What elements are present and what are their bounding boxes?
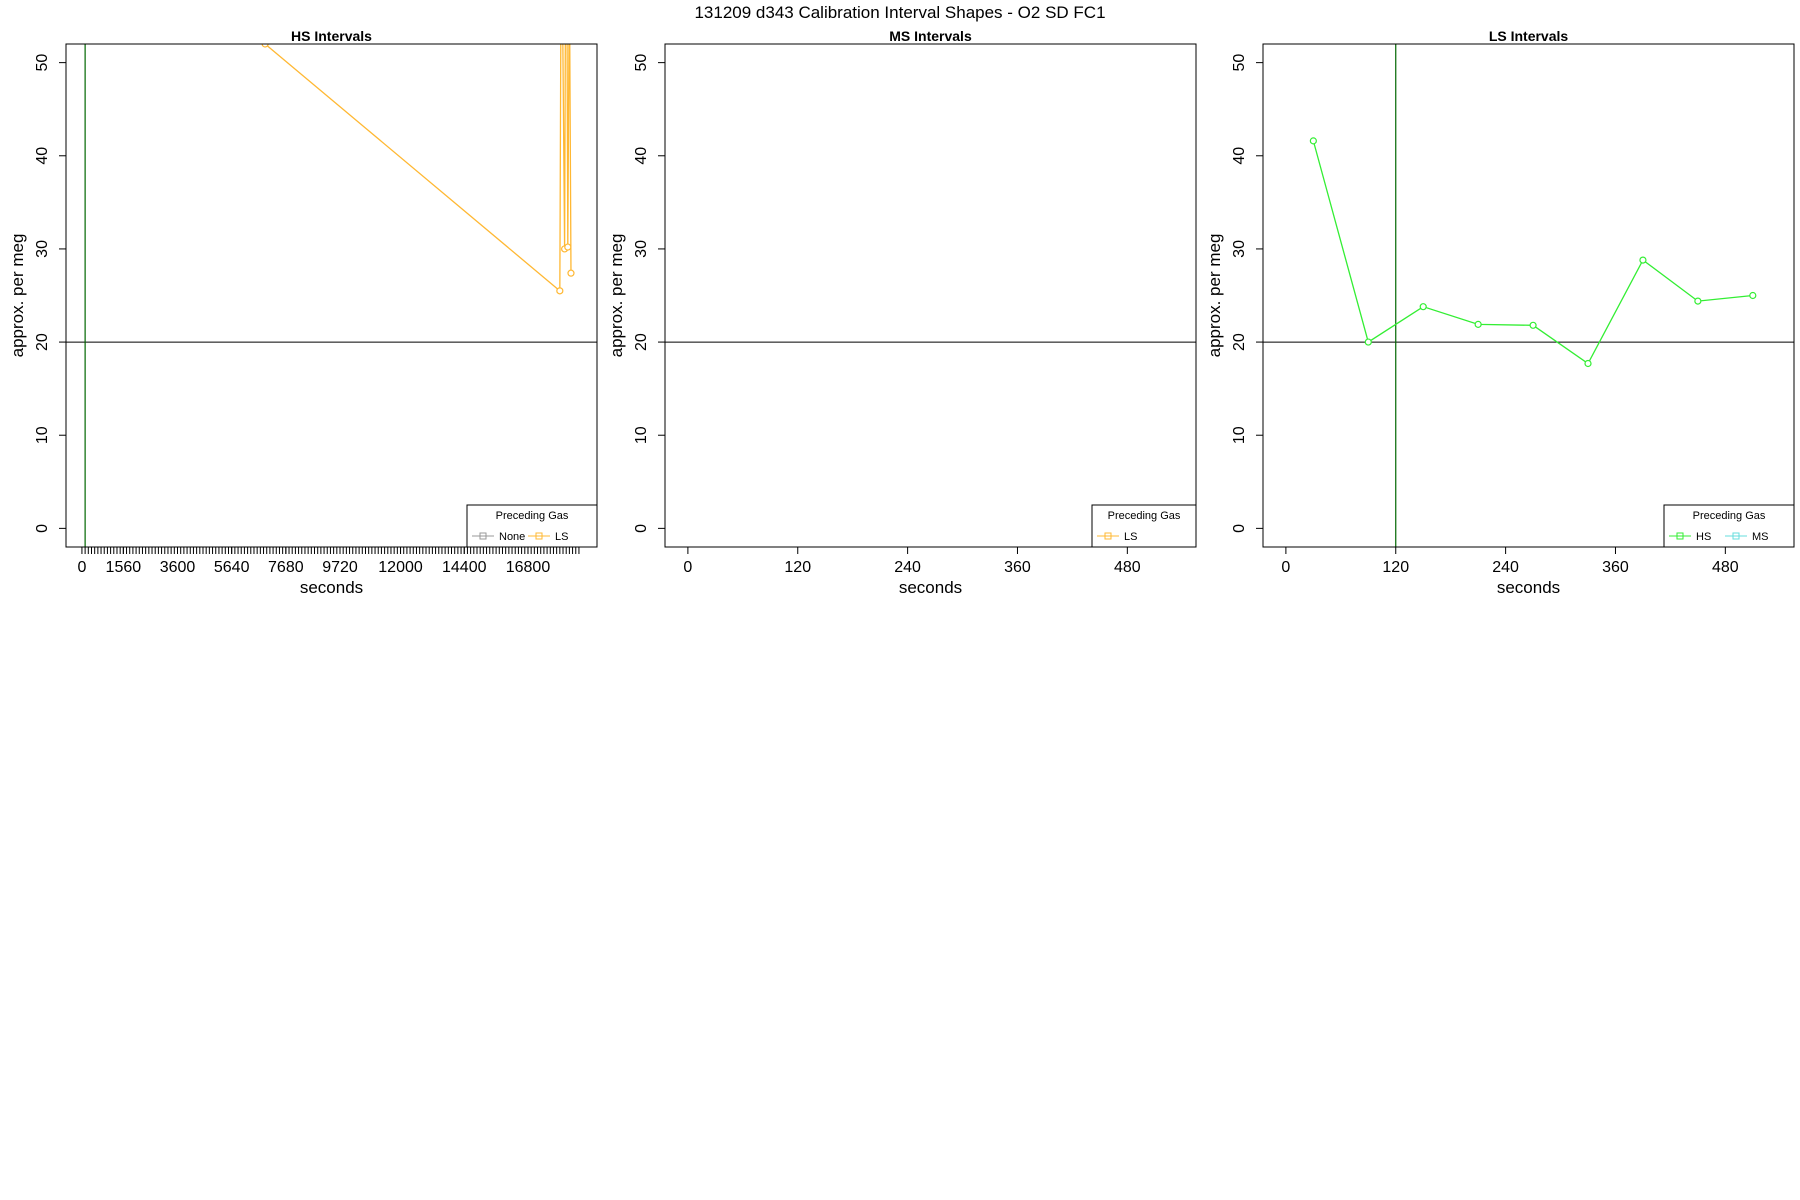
data-point [1584,359,1592,368]
x-tick-label: 480 [1114,559,1141,576]
x-tick-label: 0 [683,559,692,576]
chart-panel-2: MS Intervals 0 120 240 360 480 seconds 0 10 20 30 4… [607,28,1197,597]
y-tick-label: 20 [1231,333,1248,351]
data-point [1419,303,1427,311]
y-tick-label: 10 [633,426,650,444]
plot-frame [664,43,1197,548]
x-tick-label: 240 [1492,559,1519,576]
y-tick-label: 10 [34,426,51,444]
data-point [1749,291,1757,300]
legend-title: Preceding Gas [496,510,569,522]
legend: Preceding Gas LS [1091,504,1197,548]
x-tick-label: 16800 [506,559,551,576]
legend-swatch-marker [1676,532,1684,540]
x-tick-label: 7680 [268,559,304,576]
legend-entry-label: LS [555,531,568,543]
series-group [261,44,575,295]
data-point [1309,137,1317,145]
legend-box [1663,504,1795,548]
y-tick-label: 20 [34,333,51,351]
series-group [1309,137,1757,368]
x-tick-label: 5640 [214,559,250,576]
y-tick-label: 30 [34,240,51,258]
x-axis-label: seconds [899,578,962,597]
legend-title: Preceding Gas [1108,510,1181,522]
series-line-LS [264,44,572,293]
plot-frame [65,43,598,548]
x-tick-label: 120 [1382,559,1409,576]
y-tick-label: 0 [1231,524,1248,533]
chart-title: LS Intervals [1489,28,1569,44]
legend-entry-label: HS [1696,531,1711,543]
y-tick-label: 40 [1231,147,1248,165]
data-point [1529,321,1537,329]
legend-entry-label: LS [1124,531,1137,543]
y-tick-label: 30 [1231,240,1248,258]
y-tick-label: 10 [1231,426,1248,444]
legend-entry-label: MS [1752,531,1769,543]
x-tick-label: 120 [784,559,811,576]
chart-title: HS Intervals [291,28,372,44]
series-line-HS [1312,140,1753,365]
x-tick-label: 480 [1712,559,1739,576]
data-point [567,269,575,277]
chart-panel-3: LS Intervals 0 120 240 360 480 seconds 0 10 20 30 4… [1205,28,1795,597]
legend-box [1091,504,1197,548]
data-point [564,243,572,251]
x-tick-label: 240 [894,559,921,576]
y-tick-label: 50 [633,54,650,72]
chart-panel-1: HS Intervals 0 1560 3600 5640 7680 9720 12000 14… [8,28,598,597]
x-tick-label: 9720 [322,559,358,576]
legend: Preceding Gas None LS [466,504,598,548]
x-tick-label: 14400 [442,559,487,576]
y-tick-label: 50 [1231,54,1248,72]
legend-title: Preceding Gas [1693,510,1766,522]
page-title: 131209 d343 Calibration Interval Shapes … [694,3,1105,22]
x-tick-label: 360 [1602,559,1629,576]
data-point [1364,338,1372,346]
x-axis-label: seconds [1497,578,1560,597]
y-tick-label: 20 [633,333,650,351]
y-tick-label: 50 [34,54,51,72]
x-tick-label: 360 [1004,559,1031,576]
x-tick-label: 12000 [378,559,423,576]
legend-swatch-marker [535,532,543,540]
data-point [556,287,564,295]
data-point [1639,256,1647,264]
legend: Preceding Gas HS MS [1663,504,1795,548]
x-tick-label: 3600 [160,559,196,576]
legend-entry-label: None [499,531,525,543]
x-tick-label: 0 [77,559,86,576]
legend-swatch-marker [479,532,487,540]
y-tick-label: 40 [34,147,51,165]
y-axis-label: approx. per meg [607,234,626,358]
plot-frame [1262,43,1795,548]
y-axis-label: approx. per meg [1205,234,1224,358]
legend-swatch-marker [1104,532,1112,540]
x-tick-label: 0 [1281,559,1290,576]
x-tick-label: 1560 [106,559,142,576]
legend-box [466,504,598,548]
y-tick-label: 30 [633,240,650,258]
legend-swatch-marker [1732,532,1740,540]
data-point [1694,297,1702,305]
y-axis-label: approx. per meg [8,234,27,358]
x-axis-label: seconds [300,578,363,597]
y-tick-label: 0 [633,524,650,533]
y-tick-label: 40 [633,147,650,165]
y-tick-label: 0 [34,524,51,533]
data-point [261,44,269,48]
data-point [1474,320,1482,328]
chart-title: MS Intervals [889,28,972,44]
